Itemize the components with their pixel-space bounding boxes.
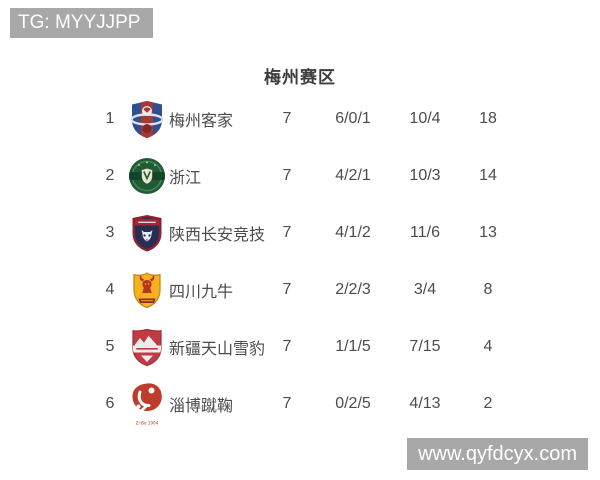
- points-cell: 2: [483, 394, 493, 412]
- points-cell: 8: [483, 280, 493, 298]
- sichuan-jiuniu-crest-icon: [125, 261, 169, 318]
- telegram-watermark-badge: TG: MYYJJPP: [10, 8, 154, 38]
- rank-cell: 4: [105, 280, 115, 298]
- goals-for-against-cell: 4/13: [409, 394, 441, 412]
- win-draw-loss-cell: 6/0/1: [335, 109, 371, 127]
- table-row: 2 浙江 7 4/2/1 10/3 14: [95, 147, 515, 204]
- site-watermark-badge: www.qyfdcyx.com: [407, 438, 588, 470]
- win-draw-loss-cell: 2/2/3: [335, 280, 371, 298]
- team-name: 梅州客家: [169, 112, 234, 130]
- win-draw-loss-cell: 4/1/2: [335, 223, 371, 241]
- games-played-cell: 7: [282, 337, 292, 355]
- team-name: 新疆天山雪豹: [169, 340, 266, 358]
- points-cell: 4: [483, 337, 493, 355]
- telegram-watermark-text: TG: MYYJJPP: [18, 12, 141, 33]
- points-cell: 13: [479, 223, 497, 241]
- win-draw-loss-cell: 1/1/5: [335, 337, 371, 355]
- points-cell: 14: [479, 166, 497, 184]
- games-played-cell: 7: [282, 394, 292, 412]
- table-row: 6 Zi·Bo·1904 淄博蹴鞠 7 0/2/5 4/13 2: [95, 375, 515, 432]
- rank-cell: 5: [105, 337, 115, 355]
- rank-cell: 6: [105, 394, 115, 412]
- rank-cell: 3: [105, 223, 115, 241]
- games-played-cell: 7: [282, 109, 292, 127]
- goals-for-against-cell: 10/3: [409, 166, 441, 184]
- table-row: 4 四川九牛 7 2/2/3 3/4 8: [95, 261, 515, 318]
- team-name: 陕西长安竞技: [169, 226, 266, 244]
- rank-cell: 2: [105, 166, 115, 184]
- page-title: 梅州赛区: [264, 68, 336, 87]
- win-draw-loss-cell: 4/2/1: [335, 166, 371, 184]
- rank-cell: 1: [105, 109, 115, 127]
- win-draw-loss-cell: 0/2/5: [335, 394, 371, 412]
- svg-text:Zi·Bo·1904: Zi·Bo·1904: [136, 420, 159, 425]
- games-played-cell: 7: [282, 223, 292, 241]
- team-name: 四川九牛: [169, 283, 234, 301]
- site-watermark-text: www.qyfdcyx.com: [418, 443, 577, 465]
- zibo-cuju-crest-icon: Zi·Bo·1904: [125, 375, 169, 432]
- goals-for-against-cell: 10/4: [409, 109, 441, 127]
- zhejiang-crest-icon: [125, 147, 169, 204]
- goals-for-against-cell: 3/4: [413, 280, 437, 298]
- shaanxi-changan-crest-icon: [125, 204, 169, 261]
- team-name: 淄博蹴鞠: [169, 397, 234, 415]
- meizhou-hakka-crest-icon: [125, 90, 169, 147]
- xinjiang-tianshan-crest-icon: [125, 318, 169, 375]
- points-cell: 18: [479, 109, 497, 127]
- games-played-cell: 7: [282, 166, 292, 184]
- goals-for-against-cell: 11/6: [410, 223, 440, 241]
- team-name: 浙江: [169, 169, 202, 187]
- goals-for-against-cell: 7/15: [409, 337, 441, 355]
- table-row: 1 梅州客家 7 6/0/1 10/4 18: [95, 90, 515, 147]
- table-row: 3 陕西长安竞技 7 4/1/2 11/6 13: [95, 204, 515, 261]
- table-row: 5 新疆天山雪豹 7 1/1/5 7/15 4: [95, 318, 515, 375]
- standings-table: 1 梅州客家 7 6/0/1 10/4 18 2 浙江 7 4/2/1 10/3 14 3: [95, 90, 515, 432]
- games-played-cell: 7: [282, 280, 292, 298]
